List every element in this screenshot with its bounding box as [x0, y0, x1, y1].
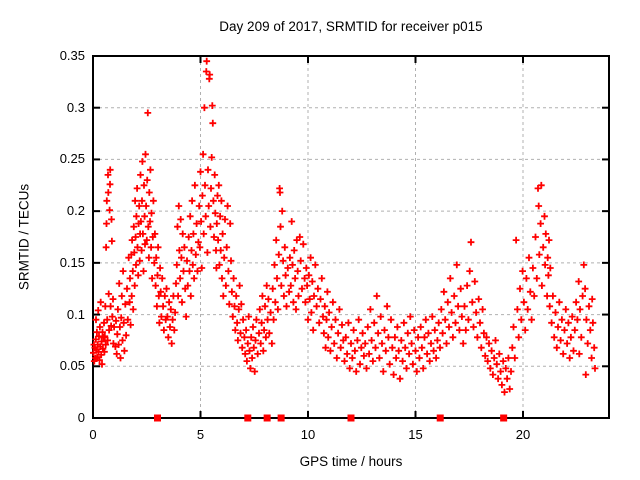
- x-tick-label: 15: [408, 427, 423, 442]
- event-marker-square: [263, 414, 271, 422]
- x-axis-label: GPS time / hours: [299, 454, 403, 469]
- event-marker-square: [500, 414, 508, 422]
- y-tick-label: 0.35: [59, 48, 85, 63]
- event-marker-square: [277, 414, 285, 422]
- x-tick-label: 5: [196, 427, 205, 442]
- event-marker-square: [436, 414, 444, 422]
- x-tick-label: 20: [515, 427, 531, 442]
- event-marker-square: [154, 414, 161, 422]
- y-tick-label: 0.1: [66, 306, 85, 322]
- y-tick-label: 0.25: [59, 151, 85, 167]
- event-marker-square: [347, 414, 355, 422]
- event-marker-square: [244, 414, 252, 422]
- y-tick-label: 0.3: [66, 99, 85, 115]
- chart-title: Day 209 of 2017, SRMTID for receiver p01…: [219, 19, 483, 34]
- y-tick-label: 0.15: [59, 254, 85, 270]
- data-points: [90, 57, 599, 396]
- x-tick-label: 10: [300, 427, 316, 442]
- y-tick-label: 0: [77, 410, 85, 425]
- y-tick-label: 0.05: [59, 358, 85, 374]
- y-tick-label: 0.2: [66, 203, 85, 219]
- x-tick-label: 0: [89, 427, 97, 442]
- plot-frame: [92, 55, 610, 419]
